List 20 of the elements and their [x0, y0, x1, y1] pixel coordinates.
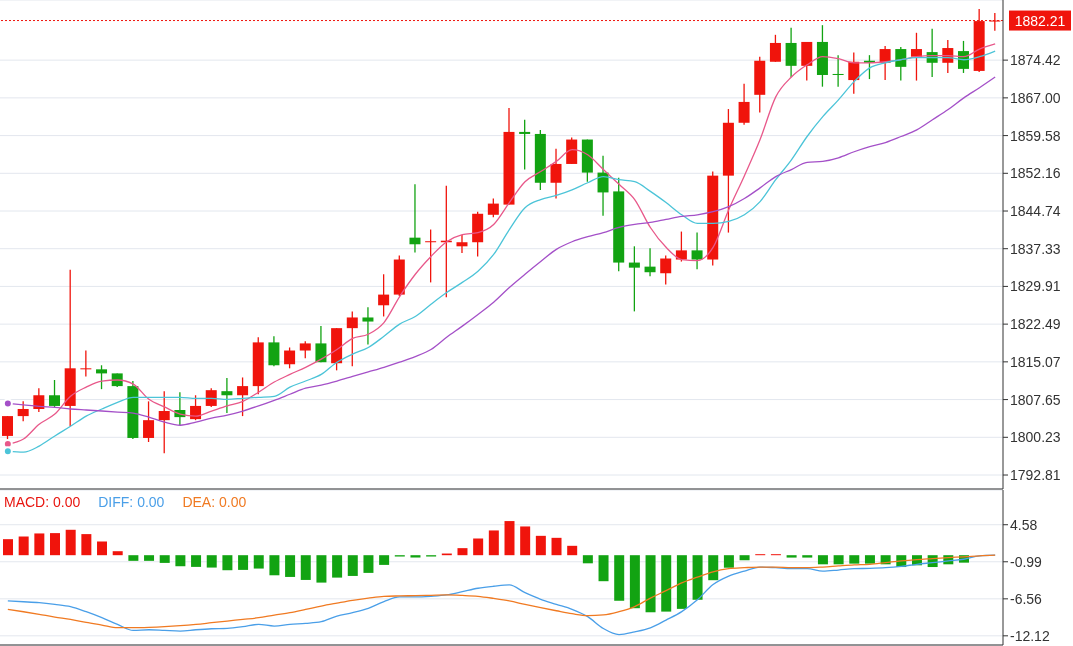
y-tick-label: 1815.07 [1010, 353, 1061, 370]
y-tick-label: -6.56 [1010, 590, 1043, 607]
text: DEA: 0.00 [182, 494, 247, 510]
y-tick-label: 4.58 [1010, 516, 1038, 533]
y-tick-label: -12.12 [1010, 627, 1050, 644]
y-tick-label: 1800.23 [1010, 429, 1061, 446]
y-tick-label: -0.99 [1010, 553, 1043, 570]
y-tick-label: 1867.00 [1010, 89, 1061, 106]
y-tick-label: 1837.33 [1010, 240, 1061, 257]
series-label: MACD: 0.00 [4, 494, 81, 510]
y-tick-label: 1792.81 [1010, 466, 1061, 483]
y-tick-label: 1807.65 [1010, 391, 1061, 408]
y-tick-label: 1829.91 [1010, 278, 1061, 295]
ref-line-label: 1882.21 [1014, 12, 1066, 29]
y-tick-label: 1822.49 [1010, 316, 1061, 333]
text: DIFF: 0.00 [98, 494, 165, 510]
y-tick-label: 1844.74 [1010, 202, 1061, 219]
y-tick-label: 1874.42 [1010, 52, 1061, 69]
y-tick-label: 1852.16 [1010, 165, 1061, 182]
y-tick-label: 1859.58 [1010, 127, 1061, 144]
